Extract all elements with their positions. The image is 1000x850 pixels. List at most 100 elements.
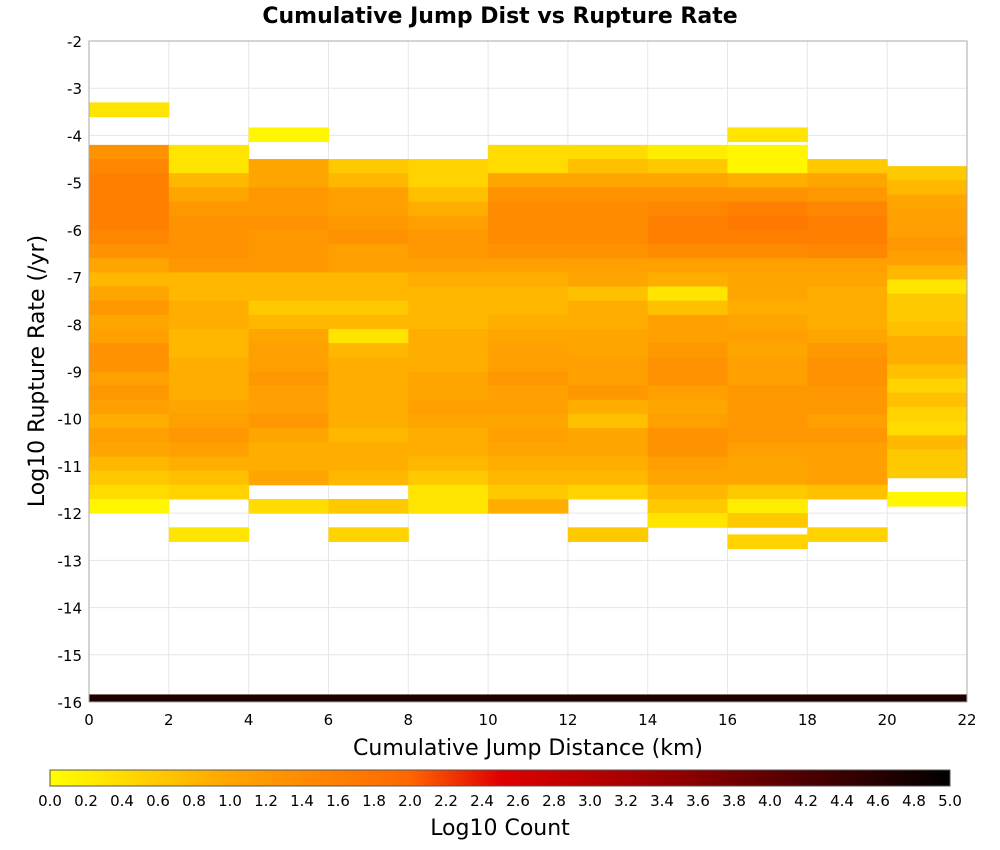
heatmap-cell — [488, 371, 569, 387]
heatmap-cell — [488, 413, 569, 429]
heatmap-cell — [168, 371, 250, 387]
heatmap-cell — [727, 534, 808, 550]
heatmap-cell — [328, 300, 409, 316]
heatmap-cell — [807, 187, 888, 203]
heatmap-cell — [567, 371, 649, 387]
heatmap-cell — [248, 215, 329, 231]
heatmap-cell — [807, 456, 888, 472]
heatmap-cell — [807, 173, 888, 188]
heatmap-cell — [248, 329, 329, 344]
heatmap-cell — [408, 357, 489, 372]
heatmap-cell — [887, 166, 968, 181]
heatmap-cell — [887, 265, 968, 280]
heatmap-cell — [887, 279, 968, 295]
heatmap-cell — [887, 293, 968, 309]
heatmap-cell — [887, 421, 968, 436]
heatmap-cell — [89, 314, 170, 330]
heatmap-cell — [807, 413, 888, 429]
heatmap-cell — [807, 201, 888, 217]
heatmap-cell — [328, 272, 409, 288]
heatmap-cell — [567, 173, 649, 188]
heatmap-cell — [328, 187, 409, 203]
heatmap-cell — [647, 258, 729, 273]
heatmap-cell — [567, 229, 649, 245]
heatmap-cell — [807, 300, 888, 316]
heatmap-cell — [89, 229, 170, 245]
heatmap-cell — [89, 187, 170, 203]
heatmap-cell — [727, 456, 808, 472]
colorbar-tick-label: 2.8 — [542, 792, 566, 810]
heatmap-cell — [328, 286, 409, 302]
heatmap-cell — [567, 399, 649, 415]
heatmap-cell — [328, 159, 409, 174]
heatmap-cell — [727, 244, 808, 259]
heatmap-cell — [89, 428, 170, 443]
heatmap-cell — [248, 201, 329, 217]
heatmap-cell — [807, 470, 888, 486]
heatmap-cell — [567, 329, 649, 344]
colorbar-tick-label: 3.0 — [578, 792, 602, 810]
heatmap-cell — [887, 491, 968, 507]
heatmap-cell — [647, 456, 729, 472]
y-tick-label: -11 — [58, 458, 83, 476]
colorbar-tick-label: 0.0 — [38, 792, 62, 810]
heatmap-cell — [408, 286, 489, 302]
heatmap-cell — [89, 385, 170, 401]
heatmap-cell — [89, 498, 170, 514]
colorbar-tick-label: 1.6 — [326, 792, 350, 810]
colorbar-tick-label: 4.0 — [758, 792, 782, 810]
heatmap-cell — [408, 314, 489, 330]
heatmap-cell — [89, 102, 170, 118]
heatmap-cell — [887, 222, 968, 238]
heatmap-cell — [567, 442, 649, 457]
colorbar-tick-label: 3.8 — [722, 792, 746, 810]
heatmap-cell — [89, 244, 170, 259]
heatmap-cell — [168, 329, 250, 344]
heatmap-cell — [328, 314, 409, 330]
heatmap-cell — [807, 258, 888, 273]
x-tick-label: 16 — [718, 711, 737, 729]
heatmap-cell — [727, 413, 808, 429]
heatmap-cell — [89, 159, 170, 174]
x-tick-label: 10 — [479, 711, 498, 729]
heatmap-cell — [647, 159, 729, 174]
heatmap-cell — [168, 527, 250, 542]
y-tick-label: -13 — [58, 552, 83, 570]
heatmap-cell — [727, 159, 808, 174]
heatmap-cell — [807, 229, 888, 245]
heatmap-cell — [248, 371, 329, 387]
heatmap-cell — [248, 173, 329, 188]
heatmap-cell — [727, 144, 808, 160]
heatmap-cell — [328, 498, 409, 514]
plot-frame — [88, 40, 968, 703]
heatmap-cell — [727, 385, 808, 401]
colorbar-tick-label: 1.2 — [254, 792, 278, 810]
heatmap-cell — [408, 456, 489, 472]
colorbar-label: Log10 Count — [430, 816, 570, 841]
heatmap-cell — [328, 343, 409, 358]
x-axis-label: Cumulative Jump Distance (km) — [353, 736, 703, 761]
heatmap-cell — [887, 208, 968, 224]
heatmap-cell — [248, 300, 329, 316]
heatmap-cell — [727, 498, 808, 514]
heatmap-cell — [408, 343, 489, 358]
heatmap-cell — [887, 236, 968, 252]
heatmap-cell — [887, 406, 968, 422]
heatmap-cell — [567, 286, 649, 302]
heatmap-cell — [408, 428, 489, 443]
heatmap-cell — [567, 187, 649, 203]
heatmap-cell — [488, 343, 569, 358]
heatmap-cell — [647, 286, 729, 302]
heatmap-cell — [647, 371, 729, 387]
heatmap-cell — [408, 187, 489, 203]
heatmap-cell — [647, 343, 729, 358]
heatmap-cell — [408, 385, 489, 401]
heatmap-cell — [647, 442, 729, 457]
heatmap-cell — [647, 314, 729, 330]
heatmap-cell — [488, 498, 569, 514]
heatmap-cell — [727, 201, 808, 217]
heatmap-cell — [408, 371, 489, 387]
colorbar-tick-label: 4.2 — [794, 792, 818, 810]
heatmap-cell — [488, 144, 569, 160]
heatmap-cell — [248, 244, 329, 259]
